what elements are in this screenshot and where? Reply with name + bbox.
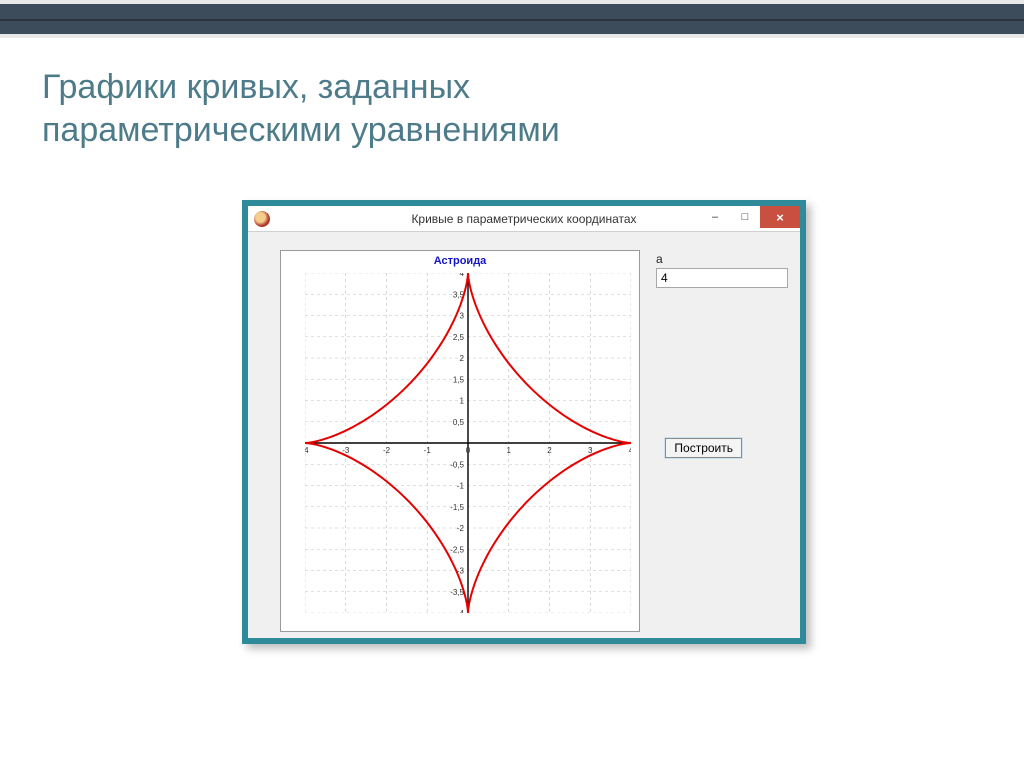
build-button[interactable]: Построить xyxy=(665,438,742,458)
minimize-button[interactable]: – xyxy=(700,206,730,228)
maximize-button[interactable]: □ xyxy=(730,206,760,228)
svg-text:-2: -2 xyxy=(457,524,465,533)
svg-text:1,5: 1,5 xyxy=(453,375,465,384)
app-window: Кривые в параметрических координатах – □… xyxy=(242,200,806,644)
svg-text:4: 4 xyxy=(629,446,631,455)
param-a-input[interactable] xyxy=(656,268,788,288)
svg-text:-1: -1 xyxy=(424,446,432,455)
svg-text:3: 3 xyxy=(460,312,465,321)
close-button[interactable]: × xyxy=(760,206,800,228)
app-icon xyxy=(254,211,270,227)
svg-text:0,5: 0,5 xyxy=(453,418,465,427)
svg-text:1: 1 xyxy=(460,397,465,406)
svg-text:2: 2 xyxy=(460,354,465,363)
svg-text:2,5: 2,5 xyxy=(453,333,465,342)
plot-panel: Астроида -4-3-2-101234-4-3,5-3-2,5-2-1,5… xyxy=(280,250,640,632)
svg-text:-4: -4 xyxy=(457,609,465,613)
svg-text:4: 4 xyxy=(460,273,465,278)
param-a-label: a xyxy=(656,252,788,266)
slide-title-line1: Графики кривых, заданных xyxy=(42,68,470,106)
window-controls: – □ × xyxy=(700,206,800,228)
svg-text:2: 2 xyxy=(547,446,552,455)
chart-title: Астроида xyxy=(281,255,639,267)
svg-text:-2,5: -2,5 xyxy=(450,545,464,554)
title-bar[interactable]: Кривые в параметрических координатах – □… xyxy=(248,206,800,232)
svg-text:-1,5: -1,5 xyxy=(450,503,464,512)
svg-text:-0,5: -0,5 xyxy=(450,460,464,469)
svg-text:1: 1 xyxy=(507,446,512,455)
svg-text:-4: -4 xyxy=(305,446,309,455)
chart-svg: -4-3-2-101234-4-3,5-3-2,5-2-1,5-1-0,50,5… xyxy=(305,273,631,613)
svg-text:-2: -2 xyxy=(383,446,391,455)
app-body: Астроида -4-3-2-101234-4-3,5-3-2,5-2-1,5… xyxy=(248,232,800,638)
chart-canvas: -4-3-2-101234-4-3,5-3-2,5-2-1,5-1-0,50,5… xyxy=(305,273,631,613)
svg-text:-1: -1 xyxy=(457,482,465,491)
slide-title: Графики кривых, заданных параметрическим… xyxy=(0,38,1024,151)
slide-title-line2: параметрическими уравнениями xyxy=(42,111,560,149)
parameter-panel: a xyxy=(656,252,788,288)
slide-top-band xyxy=(0,0,1024,38)
svg-text:0: 0 xyxy=(466,446,471,455)
